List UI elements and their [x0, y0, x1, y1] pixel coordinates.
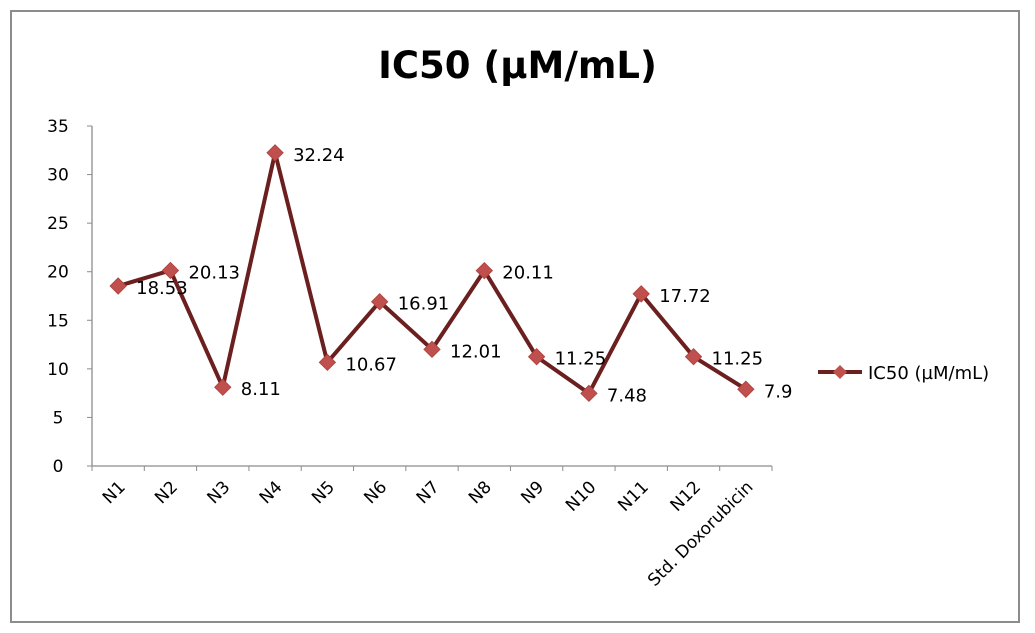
chart-title: IC50 (µM/mL) — [378, 44, 657, 87]
data-label: 7.9 — [764, 381, 793, 402]
x-tick-label: N5 — [308, 477, 339, 508]
y-tick-label: 15 — [47, 311, 69, 331]
data-point-marker — [161, 261, 180, 280]
y-tick-label: 30 — [47, 166, 69, 186]
data-label: 8.11 — [241, 379, 281, 400]
x-tick-label: N1 — [99, 477, 130, 508]
y-tick-label: 20 — [47, 263, 69, 283]
y-axis-ticks: 0 5 10 15 20 25 30 35 — [47, 117, 92, 477]
data-point-marker — [214, 378, 232, 396]
data-label: 12.01 — [450, 341, 502, 362]
data-point-marker — [475, 261, 494, 280]
y-tick-label: 25 — [47, 214, 69, 234]
data-label: 18.53 — [136, 278, 188, 299]
x-tick-label: N7 — [413, 477, 444, 508]
legend-label: IC50 (µM/mL) — [868, 363, 989, 384]
data-label: 16.91 — [398, 294, 450, 315]
data-label: 20.11 — [502, 263, 554, 284]
y-tick-label: 35 — [47, 117, 69, 137]
y-tick-label: 0 — [53, 457, 64, 477]
data-point-marker — [370, 293, 389, 311]
y-tick-label: 10 — [47, 360, 69, 380]
x-tick-label: N8 — [465, 477, 496, 508]
data-label: 17.72 — [659, 286, 711, 307]
data-point-marker — [527, 348, 546, 366]
axes — [91, 126, 772, 467]
data-label: 7.48 — [607, 385, 647, 406]
legend-marker-swatch — [833, 365, 847, 379]
y-tick-label: 5 — [53, 408, 64, 428]
data-label: 11.25 — [555, 349, 607, 370]
data-point-marker — [580, 384, 598, 403]
x-tick-label: N11 — [614, 477, 652, 515]
data-point-marker — [423, 340, 441, 359]
data-label: 20.13 — [188, 262, 240, 283]
data-point-marker — [318, 353, 337, 372]
series-layer — [109, 144, 755, 403]
x-tick-label: N3 — [204, 477, 235, 508]
data-label: 10.67 — [345, 354, 397, 375]
data-label: 11.25 — [712, 349, 764, 370]
data-point-marker — [109, 277, 127, 295]
x-tick-label: N6 — [360, 477, 391, 508]
x-tick-label: N4 — [256, 477, 287, 508]
x-tick-label: N2 — [151, 477, 182, 508]
data-point-marker — [632, 285, 650, 303]
data-label: 32.24 — [293, 145, 345, 166]
x-tick-label: N9 — [517, 477, 548, 508]
data-point-marker — [684, 348, 703, 366]
legend: IC50 (µM/mL) — [818, 363, 989, 384]
data-point-marker — [737, 380, 755, 398]
data-point-marker — [266, 144, 284, 162]
x-tick-label: N12 — [667, 477, 705, 515]
x-tick-label: N10 — [562, 477, 600, 515]
chart-frame — [10, 10, 1020, 623]
